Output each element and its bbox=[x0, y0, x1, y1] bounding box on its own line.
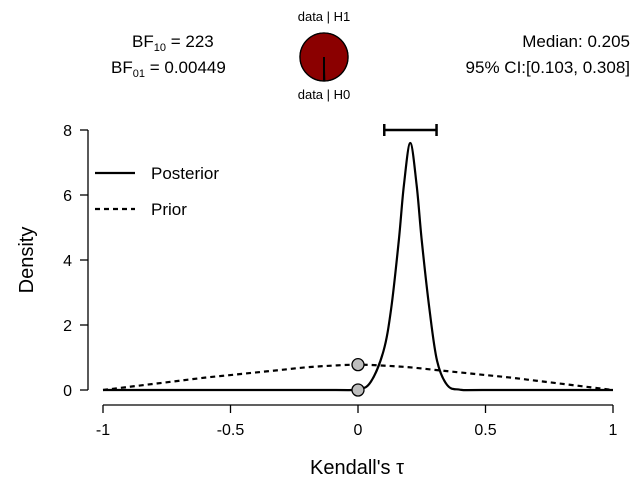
posterior-point bbox=[351, 383, 365, 397]
x-tick-label: 0 bbox=[354, 422, 363, 439]
x-axis-label: Kendall's τ bbox=[310, 457, 404, 479]
x-tick-label: -1 bbox=[96, 422, 110, 439]
legend-prior-label: Prior bbox=[151, 200, 187, 219]
bf10-label: BF10 = 223 bbox=[132, 32, 214, 54]
bf01-label: BF01 = 0.00449 bbox=[111, 58, 226, 80]
legend: Posterior Prior bbox=[95, 164, 219, 219]
legend-posterior-label: Posterior bbox=[151, 164, 219, 183]
ci-label: 95% CI:[0.103, 0.308] bbox=[465, 58, 630, 77]
y-tick-label: 8 bbox=[63, 123, 72, 140]
x-tick-label: -0.5 bbox=[217, 422, 245, 439]
marks bbox=[351, 124, 438, 397]
y-tick-label: 6 bbox=[63, 188, 72, 205]
y-tick-label: 4 bbox=[63, 253, 72, 270]
axes: -1 -0.5 0 0.5 1 0 2 4 6 8 bbox=[63, 123, 617, 439]
pie-bottom-label: data | H0 bbox=[297, 87, 351, 102]
probability-wheel bbox=[299, 32, 349, 82]
series-posterior-line bbox=[103, 141, 614, 392]
y-tick-label: 0 bbox=[63, 383, 72, 400]
prior-point bbox=[351, 357, 365, 372]
pie-top-label: data | H1 bbox=[297, 9, 351, 24]
x-tick-label: 0.5 bbox=[474, 422, 496, 439]
x-tick-label: 1 bbox=[609, 422, 618, 439]
y-tick-label: 2 bbox=[63, 318, 72, 335]
median-label: Median: 0.205 bbox=[522, 32, 630, 51]
y-axis-label: Density bbox=[16, 227, 38, 294]
